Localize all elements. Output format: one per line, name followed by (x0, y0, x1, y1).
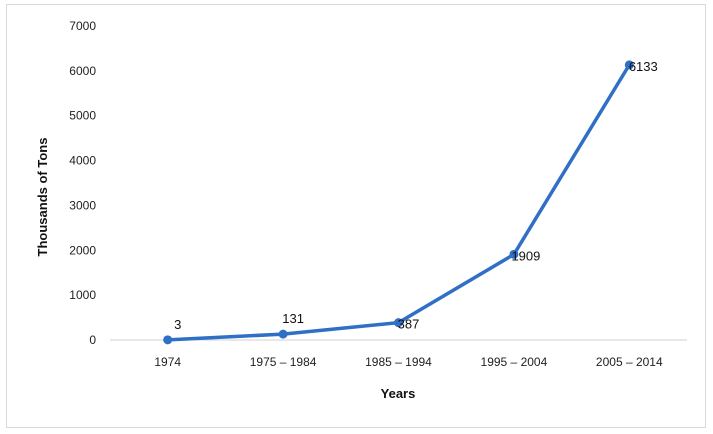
data-label: 3 (174, 317, 181, 332)
series-line (165, 63, 632, 342)
data-labels: 3 131 387 1909 6133 (174, 59, 658, 332)
y-tick-label: 0 (89, 333, 96, 347)
data-points (163, 60, 634, 345)
data-label: 6133 (629, 59, 658, 74)
y-tick-label: 5000 (69, 109, 96, 123)
y-tick-label: 7000 (69, 19, 96, 33)
x-tick-label: 1995 – 2004 (481, 355, 548, 369)
y-tick-label: 4000 (69, 154, 96, 168)
x-axis: 1974 1975 – 1984 1985 – 1994 1995 – 2004 200… (154, 355, 663, 369)
data-point (278, 329, 288, 339)
y-tick-label: 1000 (69, 288, 96, 302)
x-tick-label: 1985 – 1994 (365, 355, 432, 369)
data-point (163, 335, 173, 345)
data-point (509, 249, 519, 259)
data-label: 387 (398, 317, 420, 332)
data-label: 1909 (511, 248, 540, 263)
y-axis: 0 1000 2000 3000 4000 5000 6000 7000 (69, 19, 96, 347)
data-label: 131 (282, 311, 304, 326)
chart-frame (6, 4, 706, 428)
y-tick-label: 2000 (69, 243, 96, 257)
y-tick-label: 3000 (69, 198, 96, 212)
y-axis-title: Thousands of Tons (35, 138, 50, 257)
x-tick-label: 1975 – 1984 (250, 355, 317, 369)
data-point (394, 318, 403, 328)
x-tick-label: 1974 (154, 355, 181, 369)
y-tick-label: 6000 (69, 64, 96, 78)
x-axis-title: Years (381, 386, 416, 401)
x-tick-label: 2005 – 2014 (596, 355, 663, 369)
data-point (624, 60, 634, 70)
